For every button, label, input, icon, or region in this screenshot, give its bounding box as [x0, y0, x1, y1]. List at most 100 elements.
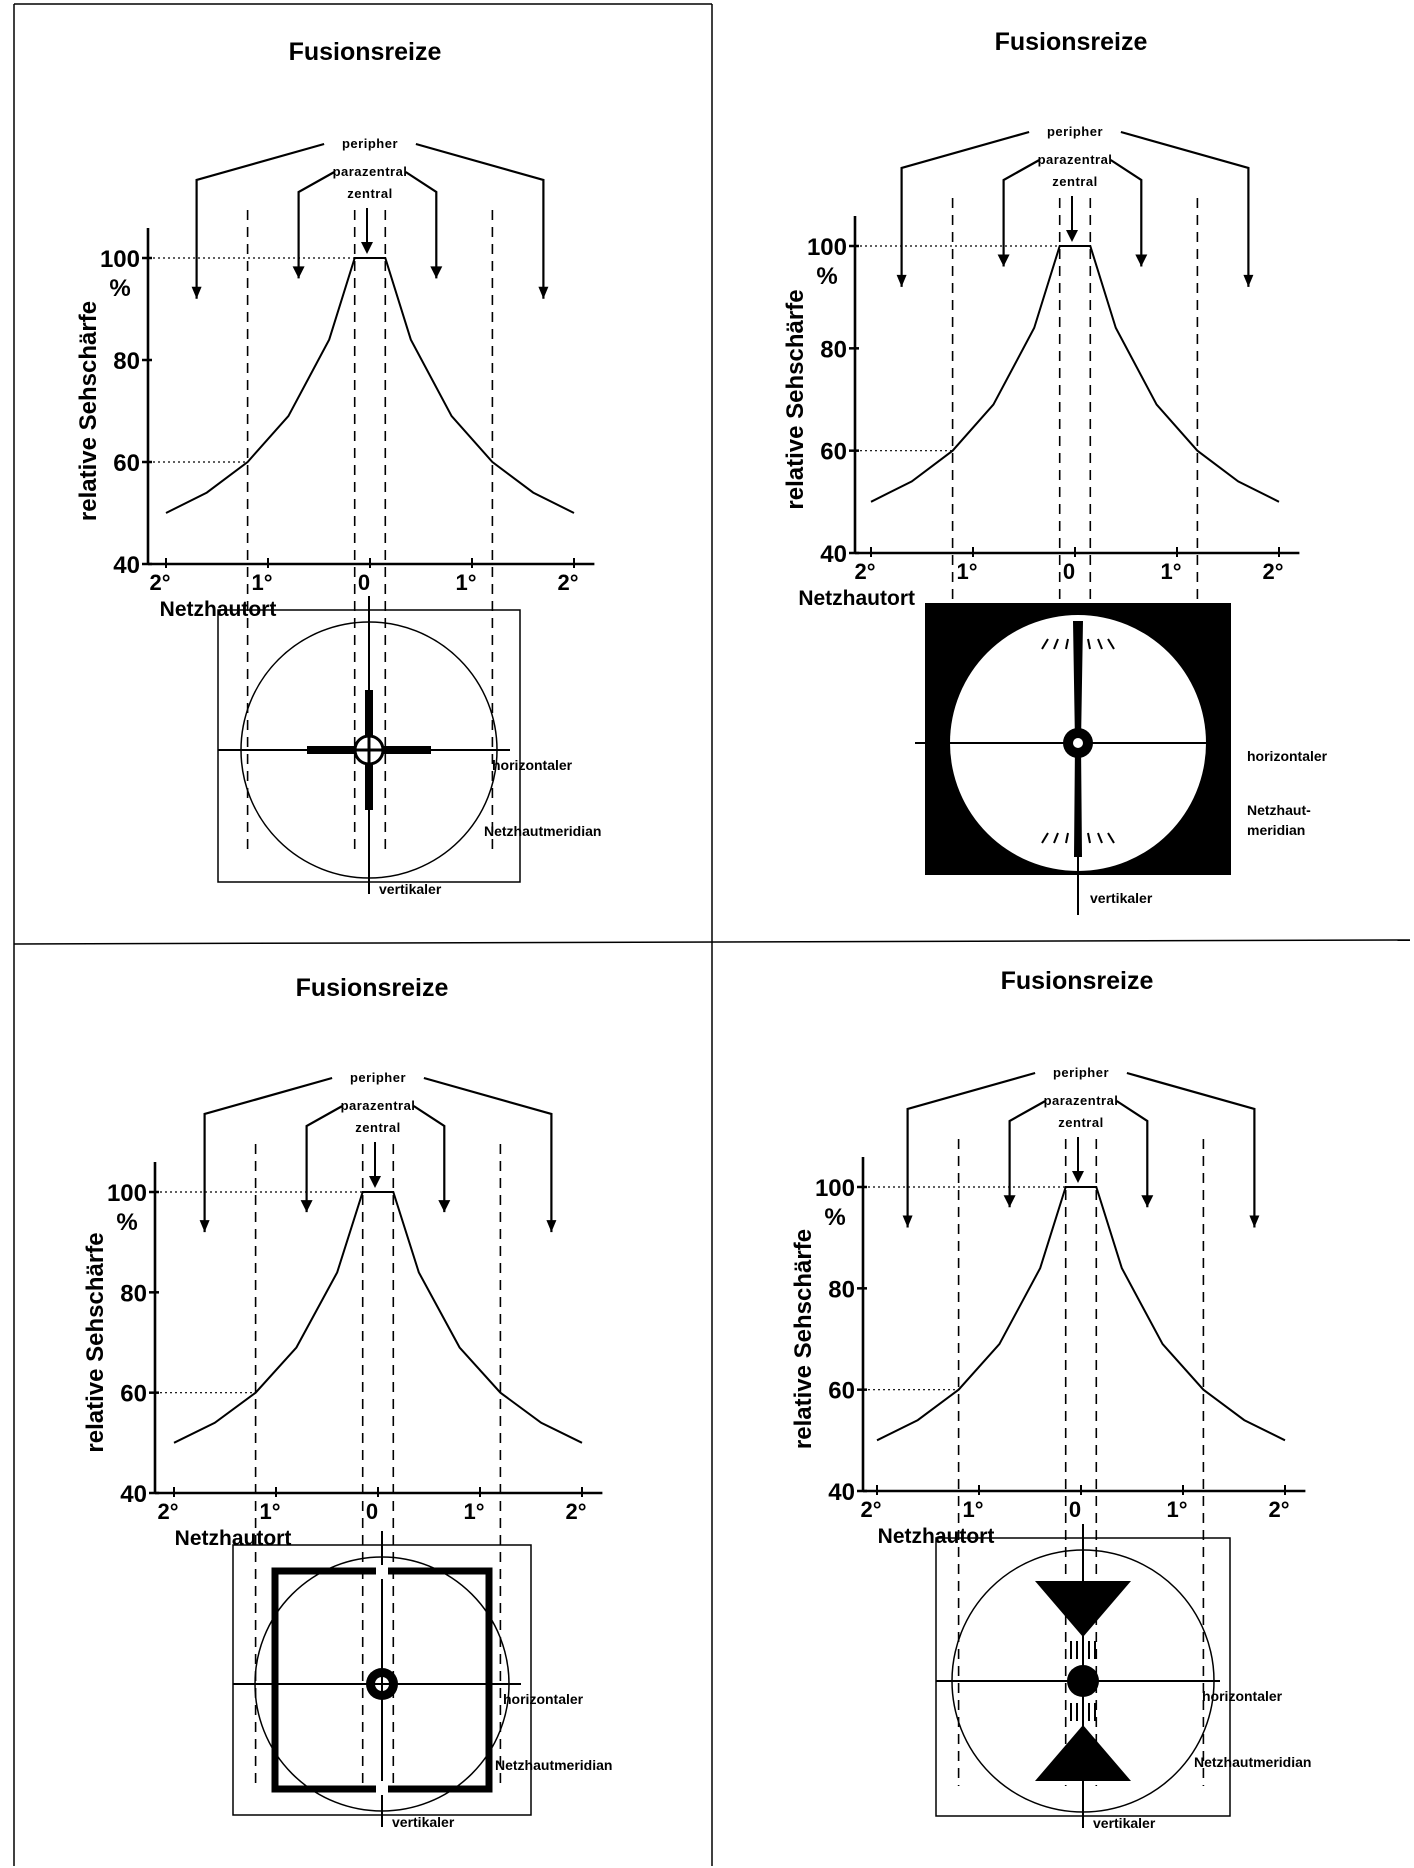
region-label-peripher: peripher	[342, 136, 398, 151]
parazentral-bracket	[1008, 1100, 1149, 1208]
meridian-label-line1: Netzhaut-	[1247, 802, 1311, 818]
region-label-zentral: zentral	[355, 1120, 400, 1135]
fixation-center	[1073, 738, 1083, 748]
peripher-bracket	[195, 142, 545, 299]
peripher-bracket	[203, 1076, 553, 1233]
panel-title: Fusionsreize	[289, 38, 442, 66]
peripher-arrowheads	[191, 286, 549, 299]
stimulus-triangles: horizontaler Netzhautmeridian vertikaler	[935, 1524, 1311, 1831]
meridian-label-horizontal: horizontaler	[1247, 748, 1328, 764]
hatch-top-6	[1107, 638, 1115, 650]
y-unit: %	[116, 1209, 137, 1236]
y-tick-label-2: 80	[120, 1280, 147, 1307]
y-tick-label-1: 60	[820, 439, 847, 466]
x-tick-label-1: 1°	[962, 1497, 983, 1522]
x-tick-label-4: 2°	[1268, 1497, 1289, 1522]
panel-title: Fusionsreize	[995, 28, 1148, 56]
y-tick-label-2: 80	[820, 336, 847, 363]
region-label-peripher: peripher	[1047, 124, 1103, 139]
x-tick-label-2: 0	[366, 1499, 378, 1524]
triangle-top	[1035, 1581, 1131, 1637]
y-axis-label: relative Sehschärfe	[790, 1229, 817, 1449]
y-unit: %	[109, 275, 130, 302]
panel-top-right: Fusionsreize peripher parazentral zentral 40…	[782, 28, 1328, 915]
meridian-label-vertical: vertikaler	[379, 881, 442, 897]
meridian-label-meridian: Netzhautmeridian	[495, 1757, 612, 1773]
y-tick-label-3: 100	[815, 1175, 855, 1202]
zentral-arrowhead	[361, 242, 373, 254]
x-tick-label-2: 0	[1063, 559, 1075, 584]
peripher-arrowheads	[902, 1215, 1260, 1228]
panel-title: Fusionsreize	[1001, 967, 1154, 995]
x-tick-label-2: 0	[358, 570, 370, 595]
acuity-curve	[870, 245, 1280, 503]
x-tick-label-1: 1°	[259, 1499, 280, 1524]
meridian-label-vertical: vertikaler	[392, 1814, 455, 1830]
y-tick-label-0: 40	[820, 541, 847, 568]
peripher-bracket	[906, 1071, 1256, 1228]
zentral-arrowhead	[1072, 1171, 1084, 1183]
hatch-bottom-1	[1053, 832, 1059, 844]
parazentral-bracket	[297, 171, 438, 279]
hatch-top-0	[1041, 638, 1049, 650]
stimulus-cross: horizontaler Netzhautmeridian vertikaler	[217, 596, 601, 897]
region-label-peripher: peripher	[350, 1070, 406, 1085]
region-label-parazentral: parazentral	[341, 1098, 416, 1113]
x-tick-label-4: 2°	[557, 570, 578, 595]
x-tick-label-3: 1°	[1160, 559, 1181, 584]
stimulus-inverted-circle: horizontaler Netzhaut-meridian vertikaler	[915, 603, 1328, 915]
x-tick-label-3: 1°	[1166, 1497, 1187, 1522]
y-tick-label-1: 60	[120, 1381, 147, 1408]
zentral-arrowhead	[1066, 230, 1078, 242]
x-tick-label-3: 1°	[463, 1499, 484, 1524]
y-tick-label-3: 100	[807, 234, 847, 261]
y-axis-label: relative Sehschärfe	[82, 1232, 109, 1452]
hatch-top-4	[1087, 638, 1091, 650]
peripher-bracket	[900, 130, 1250, 287]
y-axis-label: relative Sehschärfe	[75, 301, 102, 521]
region-label-parazentral: parazentral	[333, 164, 408, 179]
y-axis-label: relative Sehschärfe	[782, 289, 809, 509]
x-tick-label-0: 2°	[157, 1499, 178, 1524]
x-tick-label-4: 2°	[1262, 559, 1283, 584]
hatch-bottom-0	[1041, 832, 1049, 844]
hatch-top-1	[1053, 638, 1059, 650]
acuity-curve	[173, 1191, 583, 1444]
x-tick-label-3: 1°	[455, 570, 476, 595]
y-tick-label-2: 80	[828, 1276, 855, 1303]
x-tick-label-0: 2°	[854, 559, 875, 584]
hatch-bottom-5	[1097, 832, 1103, 844]
square-gap-top	[376, 1565, 388, 1579]
meridian-label-meridian: Netzhautmeridian	[1194, 1754, 1311, 1770]
panel-top-left: Fusionsreize peripher parazentral zentral 40…	[75, 38, 601, 897]
parazentral-arrowheads	[292, 266, 443, 279]
y-tick-label-0: 40	[113, 552, 140, 579]
panel-grid	[13, 3, 1411, 1866]
x-tick-label-0: 2°	[860, 1497, 881, 1522]
hatch-top-2	[1065, 638, 1069, 650]
x-tick-label-2: 0	[1069, 1497, 1081, 1522]
acuity-curve	[876, 1186, 1286, 1442]
peripher-arrowheads	[896, 274, 1254, 287]
meridian-label-vertical: vertikaler	[1093, 1815, 1156, 1831]
x-tick-label-1: 1°	[956, 559, 977, 584]
acuity-curve	[165, 257, 575, 514]
y-tick-label-0: 40	[828, 1479, 855, 1506]
y-tick-label-0: 40	[120, 1481, 147, 1508]
panel-bottom-right: Fusionsreize peripher parazentral zentral 40…	[790, 967, 1311, 1831]
y-tick-label-1: 60	[828, 1378, 855, 1405]
parazentral-bracket	[1002, 159, 1143, 267]
y-tick-label-3: 100	[107, 1180, 147, 1207]
y-unit: %	[816, 263, 837, 290]
x-tick-label-0: 2°	[149, 570, 170, 595]
y-tick-label-1: 60	[113, 450, 140, 477]
meridian-label-horizontal: horizontaler	[503, 1691, 584, 1707]
zentral-arrowhead	[369, 1176, 381, 1188]
hatch-bottom-4	[1087, 832, 1091, 844]
panel-bottom-left: Fusionsreize peripher parazentral zentral 40…	[82, 974, 612, 1830]
y-tick-label-3: 100	[100, 246, 140, 273]
meridian-label-line2: meridian	[1247, 822, 1305, 838]
square-gap-bottom	[376, 1781, 388, 1795]
fixation-dot	[1067, 1665, 1099, 1697]
